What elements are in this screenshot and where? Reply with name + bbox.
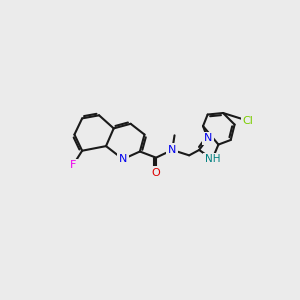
Text: O: O [152, 168, 161, 178]
Text: N: N [168, 145, 176, 155]
Text: N: N [119, 154, 127, 164]
Text: Cl: Cl [242, 116, 253, 126]
Text: N: N [203, 134, 212, 143]
Text: NH: NH [205, 154, 220, 164]
Text: F: F [70, 160, 76, 170]
